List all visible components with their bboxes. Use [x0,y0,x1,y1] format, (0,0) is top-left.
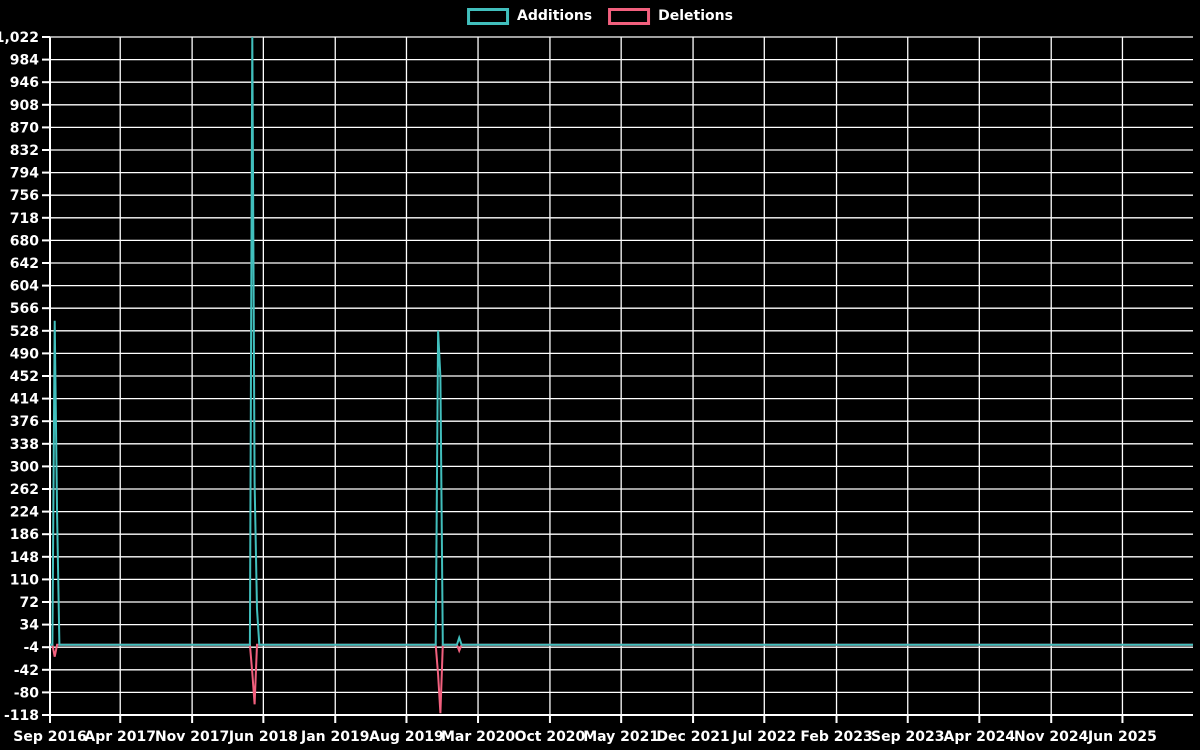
y-tick-label: 414 [10,392,39,408]
deletions-swatch-icon [608,7,651,25]
y-tick-label: 680 [10,233,39,249]
y-tick-label: -118 [4,708,39,724]
y-tick-label: 490 [10,346,39,362]
x-tick-label: Oct 2020 [515,729,586,745]
y-tick-label: 72 [20,595,39,611]
legend-label-additions: Additions [517,8,593,24]
y-tick-label: -80 [14,685,40,701]
y-tick-label: 300 [10,459,39,475]
x-tick-label: Jun 2025 [1087,729,1157,745]
legend-item-additions[interactable]: Additions [467,7,592,25]
series-line-additions [50,36,1193,646]
legend-label-deletions: Deletions [658,8,733,24]
x-tick-label: Apr 2017 [84,729,156,745]
y-tick-label: 186 [10,527,39,543]
y-tick-label: 870 [10,120,39,136]
y-tick-label: 718 [10,211,39,227]
y-tick-label: -4 [23,640,39,656]
y-tick-label: 566 [10,301,39,317]
y-tick-label: 946 [10,75,39,91]
y-tick-label: 148 [10,550,39,566]
chart-legend: Additions Deletions [467,7,733,25]
y-tick-label: 604 [10,279,39,295]
x-tick-label: Mar 2020 [441,729,515,745]
y-tick-label: 262 [10,482,39,498]
y-tick-label: 376 [10,414,39,430]
y-tick-label: 908 [10,98,39,114]
x-tick-label: Nov 2017 [155,729,229,745]
y-tick-label: 832 [10,143,39,159]
y-tick-label: 1,022 [0,30,39,46]
y-tick-label: 756 [10,188,39,204]
x-tick-label: Nov 2024 [1014,729,1089,745]
y-tick-label: 34 [20,618,40,634]
y-tick-label: -42 [14,663,39,679]
y-tick-label: 452 [10,369,39,385]
x-tick-label: Jul 2022 [731,729,796,745]
x-tick-label: Jan 2019 [300,729,369,745]
x-tick-label: Jun 2018 [228,729,298,745]
legend-item-deletions[interactable]: Deletions [608,7,733,25]
y-tick-label: 338 [10,437,39,453]
y-tick-label: 528 [10,324,39,340]
additions-swatch-icon [467,7,510,25]
x-tick-label: Feb 2023 [800,729,872,745]
y-tick-label: 110 [10,572,39,588]
x-tick-label: Sep 2016 [13,729,86,745]
x-tick-label: Aug 2019 [369,729,444,745]
x-tick-label: May 2021 [583,729,659,745]
x-tick-label: Apr 2024 [944,729,1016,745]
y-tick-label: 224 [10,505,39,521]
x-tick-label: Dec 2021 [656,729,729,745]
x-tick-label: Sep 2023 [871,729,944,745]
y-tick-label: 642 [10,256,39,272]
y-tick-label: 794 [10,166,39,182]
y-tick-label: 984 [10,53,39,69]
